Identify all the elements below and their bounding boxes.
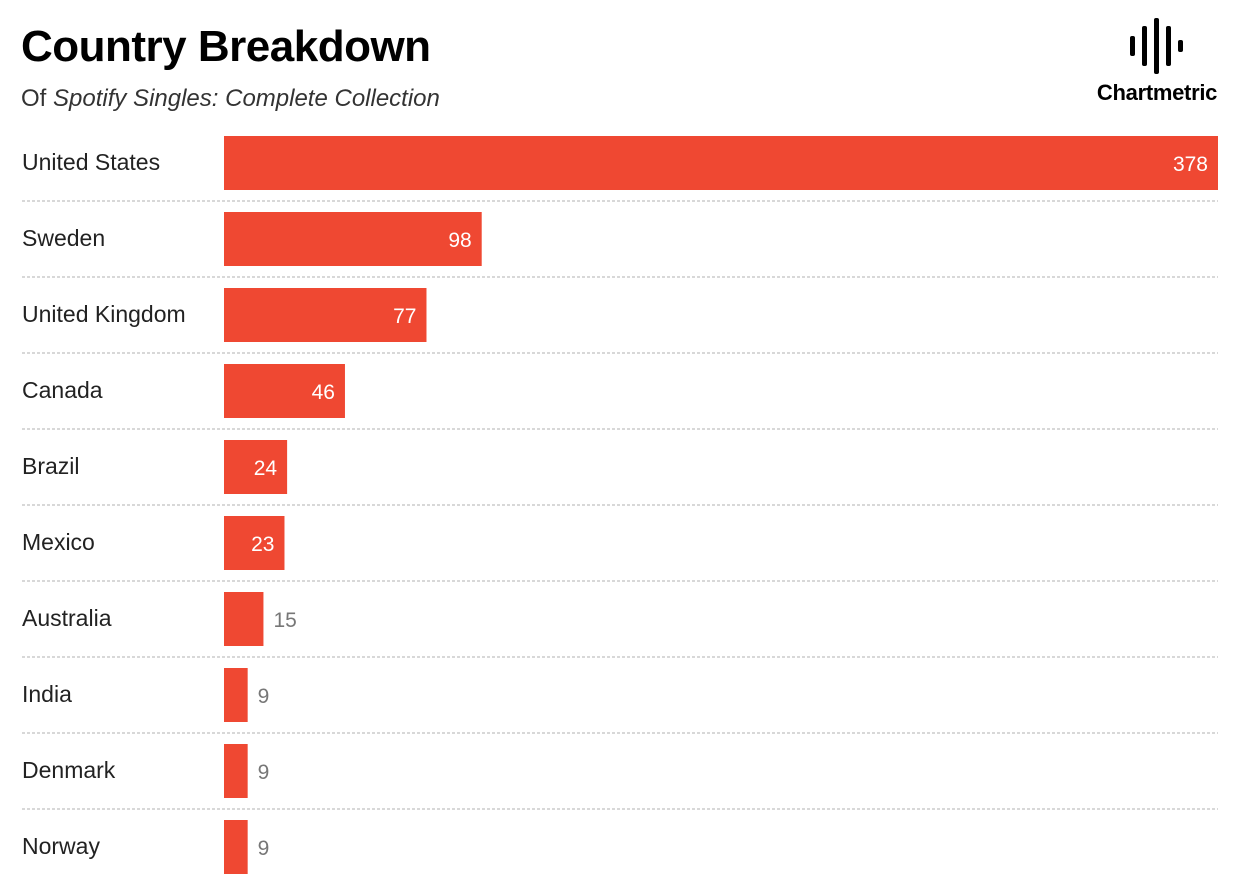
category-label: Mexico	[22, 529, 95, 555]
value-label: 9	[258, 761, 270, 784]
bar-row: Denmark 9	[22, 744, 1218, 810]
category-label: Canada	[22, 377, 103, 403]
value-label: 9	[258, 837, 270, 860]
bar-row: Mexico 23	[22, 516, 1218, 582]
chart-subtitle: Of Spotify Singles: Complete Collection	[21, 84, 440, 114]
category-label: Denmark	[22, 757, 116, 783]
category-label: Australia	[22, 605, 112, 631]
value-label: 98	[448, 229, 471, 252]
bar-row: Australia 15	[22, 592, 1218, 658]
logo-text: Chartmetric	[1096, 80, 1218, 105]
category-label: Norway	[22, 833, 100, 859]
value-label: 77	[393, 305, 416, 328]
category-label: Sweden	[22, 225, 105, 251]
bar-row: India 9	[22, 668, 1218, 734]
bar	[224, 668, 248, 722]
bar	[224, 820, 248, 874]
chart-title: Country Breakdown	[21, 22, 431, 71]
category-label: India	[22, 681, 72, 707]
subtitle-prefix: Of	[21, 85, 54, 112]
value-label: 24	[254, 457, 278, 480]
bar	[224, 364, 345, 418]
bar	[224, 136, 1218, 190]
bar	[224, 592, 264, 646]
category-label: United States	[22, 149, 160, 175]
bar-row: Sweden 98	[22, 212, 1218, 278]
value-label: 23	[251, 533, 274, 556]
chartmetric-logo: Chartmetric	[1092, 18, 1222, 108]
bar-row: Canada 46	[22, 364, 1218, 430]
bar	[224, 212, 482, 266]
bar-row: Norway 9	[22, 820, 269, 874]
bar-row: United States 378	[22, 136, 1218, 202]
value-label: 9	[258, 685, 270, 708]
category-label: Brazil	[22, 453, 80, 479]
bar	[224, 440, 288, 494]
bar-row: United Kingdom 77	[22, 288, 1218, 354]
sound-wave-icon	[1130, 18, 1183, 78]
bar	[224, 288, 427, 342]
bar	[224, 744, 248, 798]
subtitle-collection-name: Spotify Singles: Complete Collection	[53, 85, 440, 112]
category-label: United Kingdom	[22, 301, 186, 327]
value-label: 378	[1173, 153, 1208, 176]
bar	[224, 516, 285, 570]
bar-row: Brazil 24	[22, 440, 1218, 506]
value-label: 15	[273, 609, 296, 632]
value-label: 46	[312, 381, 335, 404]
